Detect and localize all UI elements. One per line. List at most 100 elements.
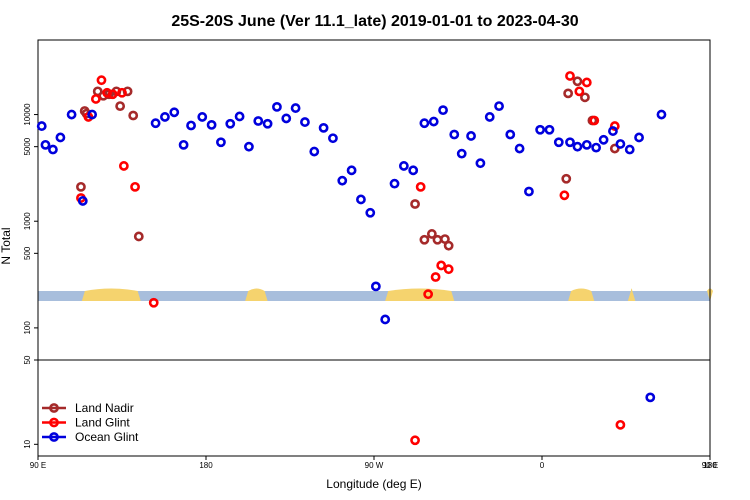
ocean-glint-point <box>206 119 217 130</box>
ocean-glint-point <box>272 101 282 112</box>
land-glint-point <box>443 264 454 275</box>
ocean-glint-point <box>244 141 254 152</box>
ocean-glint-point <box>389 178 400 189</box>
ocean-glint-point <box>262 118 273 129</box>
ocean-glint-point <box>438 105 448 116</box>
land-glint-point <box>589 115 600 126</box>
legend-label-ocean-glint: Ocean Glint <box>75 430 139 444</box>
land-nadir-point <box>115 101 126 112</box>
legend-marker-land-nadir <box>49 403 59 413</box>
land-glint-point <box>118 161 129 171</box>
ocean-glint-point <box>645 392 656 403</box>
ocean-glint-point <box>150 118 161 129</box>
ocean-glint-point <box>216 137 226 148</box>
ocean-glint-point <box>40 139 51 150</box>
lower-y-tick-label: 10 <box>23 439 32 448</box>
ocean-strip <box>38 291 710 301</box>
x-tick-label: 90 E <box>702 461 718 470</box>
land-segment <box>81 288 141 301</box>
ocean-glint-point <box>160 112 170 122</box>
ocean-glint-point <box>553 137 564 148</box>
ocean-glint-point <box>300 117 310 127</box>
ocean-glint-point <box>48 144 58 155</box>
land-nadir-point <box>580 92 590 103</box>
ocean-glint-point <box>346 165 357 176</box>
land-nadir-point <box>443 240 454 251</box>
ocean-glint-point <box>484 112 495 122</box>
ocean-glint-point <box>565 137 575 148</box>
ocean-glint-point <box>505 129 516 140</box>
ocean-glint-point <box>419 118 430 129</box>
ocean-glint-point <box>615 139 626 149</box>
upper-y-tick-label: 5000 <box>23 137 32 155</box>
land-nadir-point <box>410 199 420 209</box>
land-mask-strip <box>38 288 713 301</box>
land-glint-point <box>559 190 570 201</box>
ocean-glint-point <box>514 143 525 154</box>
ocean-glint-point <box>475 158 486 169</box>
land-segment <box>627 288 636 301</box>
ocean-glint-point <box>328 133 338 144</box>
ocean-glint-point <box>428 116 439 127</box>
land-nadir-point <box>419 234 430 245</box>
x-axis-label: Longitude (deg E) <box>326 477 421 491</box>
ocean-glint-point <box>456 148 467 159</box>
land-glint-point <box>423 289 434 300</box>
land-glint-point <box>565 71 575 81</box>
legend-label-land-nadir: Land Nadir <box>75 401 134 415</box>
ocean-glint-point <box>281 113 292 124</box>
ocean-glint-point <box>178 139 189 150</box>
land-glint-point <box>96 75 107 86</box>
ocean-glint-point <box>380 314 391 325</box>
ocean-glint-point <box>535 124 546 135</box>
land-nadir-point <box>76 181 86 192</box>
land-glint-point <box>574 86 585 97</box>
ocean-glint-point <box>494 101 504 112</box>
upper-y-tick-label: 500 <box>23 246 32 260</box>
x-tick-label: 90 W <box>365 461 384 470</box>
land-glint-point <box>410 435 420 446</box>
land-nadir-point <box>561 173 572 184</box>
x-tick-label: 0 <box>540 461 545 470</box>
ocean-glint-point <box>337 175 348 186</box>
ocean-glint-point <box>356 194 366 205</box>
land-glint-point <box>107 89 118 100</box>
land-glint-point <box>90 94 101 104</box>
lower-y-tick-label: 50 <box>23 355 32 364</box>
ocean-glint-point <box>365 207 376 218</box>
ocean-glint-point <box>370 281 381 292</box>
ocean-glint-point <box>591 142 602 153</box>
upper-y-tick-label: 100 <box>23 321 32 335</box>
ocean-glint-point <box>408 165 419 176</box>
land-segment <box>568 288 595 301</box>
x-tick-label: 90 E <box>30 461 46 470</box>
ocean-glint-point <box>656 109 667 120</box>
ocean-glint-point <box>36 121 47 131</box>
land-nadir-point <box>563 88 574 99</box>
land-glint-point <box>415 181 426 192</box>
ocean-glint-point <box>398 161 409 171</box>
land-glint-point <box>609 121 620 131</box>
upper-y-tick-label: 1000 <box>23 212 32 230</box>
ocean-glint-point <box>598 134 609 145</box>
ocean-glint-point <box>572 141 583 152</box>
land-segment <box>385 288 455 301</box>
land-glint-point <box>130 181 140 192</box>
ocean-glint-point <box>309 146 320 157</box>
ocean-glint-point <box>449 129 460 140</box>
legend-label-land-glint: Land Glint <box>75 416 130 430</box>
chart-title: 25S-20S June (Ver 11.1_late) 2019-01-01 … <box>171 13 578 30</box>
land-glint-point <box>615 419 626 430</box>
land-glint-point <box>581 77 592 88</box>
land-segment <box>245 288 268 301</box>
land-nadir-point <box>572 76 583 87</box>
plot-points <box>36 71 667 446</box>
ocean-glint-point <box>581 139 592 150</box>
ocean-glint-point <box>77 196 88 206</box>
land-nadir-point <box>128 110 139 121</box>
ocean-glint-point <box>544 124 555 135</box>
ocean-glint-point <box>87 109 98 120</box>
y-axis-label: N Total <box>0 227 13 264</box>
